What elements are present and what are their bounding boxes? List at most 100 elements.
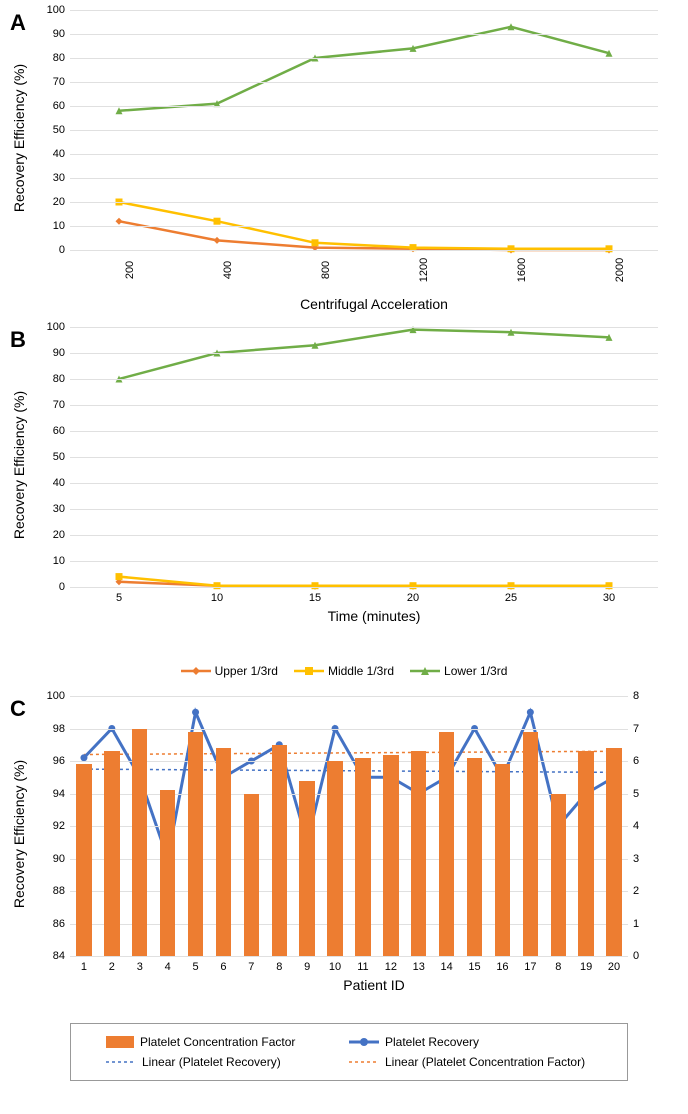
chart-c-area: 8486889092949698100012345678123456789101… [70, 696, 628, 957]
y2-tick: 3 [628, 853, 639, 865]
y-tick: 100 [47, 321, 70, 333]
gridline [70, 859, 628, 860]
y-tick: 90 [53, 347, 70, 359]
y-tick: 0 [59, 581, 70, 593]
y-tick: 80 [53, 52, 70, 64]
x-tick: 20 [608, 956, 620, 973]
panel-c: C Recovery Efficiency (%) 84868890929496… [10, 696, 678, 1081]
y-tick: 0 [59, 244, 70, 256]
x-tick: 1600 [511, 258, 528, 282]
y2-tick: 5 [628, 788, 639, 800]
chart-a-area: 0102030405060708090100200400800120016002… [70, 10, 658, 251]
x-tick: 3 [137, 956, 143, 973]
legend-item: Lower 1/3rd [410, 664, 507, 678]
x-tick: 17 [524, 956, 536, 973]
y-tick: 98 [53, 723, 70, 735]
bar [132, 729, 147, 957]
panel-c-label: C [10, 696, 26, 722]
y-tick: 84 [53, 950, 70, 962]
panel-a-xlabel: Centrifugal Acceleration [70, 296, 678, 312]
y-tick: 50 [53, 451, 70, 463]
x-tick: 8 [555, 956, 561, 973]
gridline [70, 561, 658, 562]
panel-b-xlabel: Time (minutes) [70, 608, 678, 624]
y2-tick: 4 [628, 820, 639, 832]
y2-tick: 7 [628, 723, 639, 735]
gridline [70, 130, 658, 131]
gridline [70, 696, 628, 697]
x-tick: 2000 [609, 258, 626, 282]
panel-b-label: B [10, 327, 26, 353]
y-tick: 90 [53, 28, 70, 40]
y-tick: 20 [53, 529, 70, 541]
bar [272, 745, 287, 956]
y-tick: 60 [53, 100, 70, 112]
gridline [70, 154, 658, 155]
bar [188, 732, 203, 956]
y-tick: 10 [53, 220, 70, 232]
panel-b-ylabel: Recovery Efficiency (%) [11, 391, 27, 539]
panel-a: A Recovery Efficiency (%) 01020304050607… [10, 10, 678, 312]
y-tick: 86 [53, 918, 70, 930]
y-tick: 40 [53, 477, 70, 489]
bar [327, 761, 342, 956]
legend-item: Middle 1/3rd [294, 664, 394, 678]
legend-item: Linear (Platelet Recovery) [106, 1055, 349, 1069]
gridline [70, 431, 658, 432]
legend-item: Platelet Concentration Factor [106, 1035, 349, 1049]
gridline [70, 226, 658, 227]
x-tick: 20 [407, 587, 419, 604]
y-tick: 70 [53, 399, 70, 411]
x-tick: 9 [304, 956, 310, 973]
bar [216, 748, 231, 956]
y-tick: 40 [53, 148, 70, 160]
bar [439, 732, 454, 956]
bar [523, 732, 538, 956]
gridline [70, 956, 628, 957]
y-tick: 92 [53, 820, 70, 832]
x-tick: 13 [413, 956, 425, 973]
y-tick: 80 [53, 373, 70, 385]
gridline [70, 509, 658, 510]
bar [160, 790, 175, 956]
gridline [70, 794, 628, 795]
x-tick: 10 [329, 956, 341, 973]
gridline [70, 82, 658, 83]
panel-a-label: A [10, 10, 26, 36]
y2-tick: 0 [628, 950, 639, 962]
gridline [70, 535, 658, 536]
bar [411, 751, 426, 956]
bar [355, 758, 370, 956]
gridline [70, 761, 628, 762]
x-tick: 11 [357, 956, 368, 973]
x-tick: 30 [603, 587, 615, 604]
legend-c: Platelet Concentration FactorPlatelet Re… [70, 1023, 628, 1081]
panel-c-ylabel: Recovery Efficiency (%) [11, 760, 27, 908]
y-tick: 30 [53, 503, 70, 515]
gridline [70, 924, 628, 925]
y-tick: 94 [53, 788, 70, 800]
bar [578, 751, 593, 956]
legend-item: Linear (Platelet Concentration Factor) [349, 1055, 592, 1069]
bar [551, 794, 566, 957]
legend-item: Upper 1/3rd [181, 664, 278, 678]
gridline [70, 729, 628, 730]
y-tick: 10 [53, 555, 70, 567]
legend-ab: Upper 1/3rd Middle 1/3rd Lower 1/3rd [10, 664, 678, 681]
y-tick: 20 [53, 196, 70, 208]
bar [495, 764, 510, 956]
x-tick: 4 [165, 956, 171, 973]
bar [76, 764, 91, 956]
x-tick: 14 [441, 956, 453, 973]
bar [467, 758, 482, 956]
bar [606, 748, 621, 956]
panel-a-ylabel: Recovery Efficiency (%) [11, 64, 27, 212]
gridline [70, 587, 658, 588]
x-tick: 2 [109, 956, 115, 973]
x-tick: 5 [192, 956, 198, 973]
x-tick: 15 [468, 956, 480, 973]
bar [383, 755, 398, 957]
gridline [70, 106, 658, 107]
y-tick: 88 [53, 885, 70, 897]
gridline [70, 457, 658, 458]
